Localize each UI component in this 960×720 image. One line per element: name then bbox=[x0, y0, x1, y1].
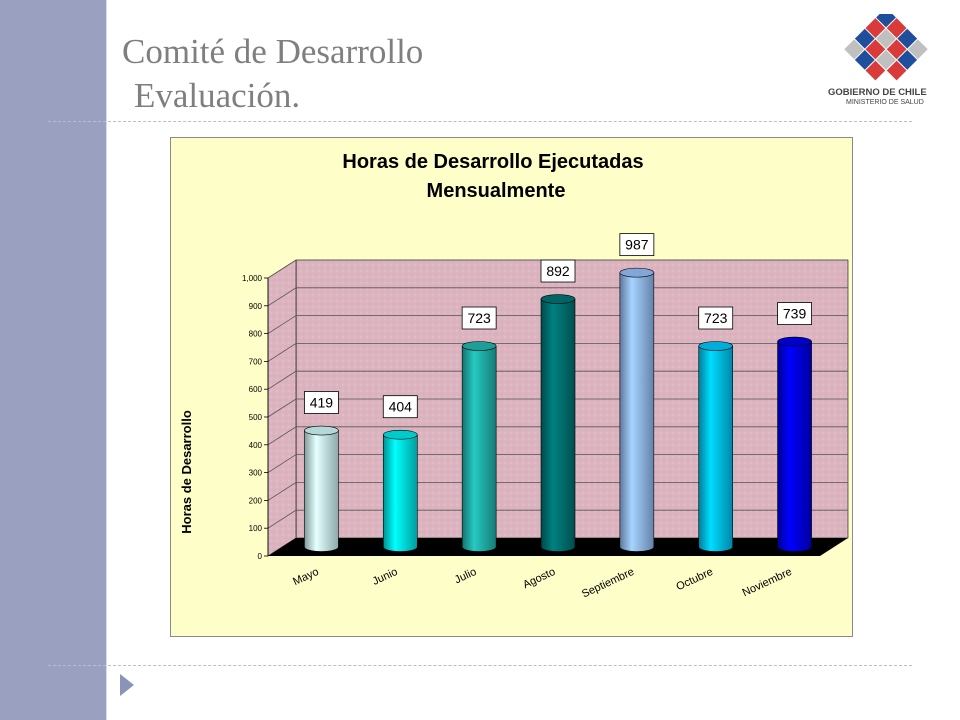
data-label-box bbox=[304, 391, 339, 414]
bar-body bbox=[540, 298, 576, 552]
bars: 419 404 723 892 987 723 739 bbox=[304, 233, 812, 552]
grid-line bbox=[267, 342, 848, 362]
bar-body bbox=[777, 341, 812, 552]
bar-body bbox=[304, 430, 339, 552]
bar-septiembre: 987 bbox=[619, 233, 655, 552]
logo-text-gobierno: GOBIERNO DE CHILE bbox=[828, 87, 927, 98]
slide-sidebar bbox=[0, 0, 106, 720]
y-tick-label: 0 bbox=[258, 552, 263, 561]
x-tick-label: Agosto bbox=[521, 566, 557, 591]
bar-body bbox=[461, 345, 497, 552]
bar-noviembre: 739 bbox=[777, 302, 812, 552]
x-tick-label: Julio bbox=[453, 566, 479, 586]
data-label: 723 bbox=[467, 310, 491, 326]
chart-title-line-1: Horas de Desarrollo Ejecutadas bbox=[342, 151, 643, 173]
grid-line bbox=[267, 454, 848, 473]
y-tick-label: 200 bbox=[249, 496, 263, 505]
x-tick-label: Noviembre bbox=[741, 566, 794, 599]
data-label: 404 bbox=[389, 399, 413, 415]
grid-line bbox=[267, 370, 848, 390]
bar-top bbox=[777, 336, 812, 347]
bar-julio: 723 bbox=[461, 306, 497, 552]
y-tick-label: 800 bbox=[249, 330, 263, 339]
x-tick-label: Septiembre bbox=[580, 566, 636, 601]
bar-body bbox=[382, 434, 418, 552]
grid-line bbox=[267, 259, 848, 279]
chart-title-line-2: Mensualmente bbox=[427, 180, 566, 202]
grid-line bbox=[267, 315, 848, 334]
data-label: 723 bbox=[704, 310, 728, 326]
data-label-box bbox=[619, 233, 655, 257]
bar-octubre: 723 bbox=[698, 306, 734, 552]
bar-top bbox=[540, 294, 576, 304]
y-tick-label: 600 bbox=[249, 385, 263, 394]
x-axis-labels: Mayo Junio Julio Agosto Septiembre Octubre Nov… bbox=[291, 566, 794, 601]
data-label: 987 bbox=[625, 237, 649, 253]
grid-line bbox=[267, 426, 848, 446]
slide-title-line-2: Evaluación. bbox=[134, 76, 301, 115]
next-slide-arrow-icon[interactable] bbox=[120, 674, 134, 696]
data-label-box bbox=[461, 306, 497, 330]
bar-top bbox=[619, 267, 655, 278]
slide-title-line-1: Comité de Desarrollo bbox=[122, 32, 424, 71]
grid-line bbox=[267, 481, 848, 501]
y-tick-label: 900 bbox=[249, 302, 263, 311]
grid-line bbox=[267, 398, 848, 418]
x-tick-label: Octubre bbox=[674, 566, 715, 593]
data-label: 739 bbox=[783, 306, 807, 322]
y-tick-label: 300 bbox=[249, 469, 263, 478]
bar-top bbox=[461, 341, 497, 351]
bar-junio: 404 bbox=[382, 395, 418, 552]
bottom-divider bbox=[48, 665, 912, 666]
y-tick-label: 700 bbox=[249, 357, 263, 366]
data-label-box bbox=[540, 259, 576, 283]
bar-top bbox=[304, 425, 339, 436]
logo-text-ministerio: MINISTERIO DE SALUD bbox=[846, 99, 924, 106]
bar-agosto: 892 bbox=[540, 259, 576, 552]
x-tick-label: Mayo bbox=[291, 566, 320, 588]
bar-body bbox=[619, 272, 655, 552]
data-label-box bbox=[698, 306, 734, 330]
sidebar-edge bbox=[106, 0, 107, 720]
y-tick-label: 100 bbox=[249, 524, 263, 533]
y-tick-label: 500 bbox=[249, 413, 263, 422]
y-axis-title: Horas de Desarrollo bbox=[179, 410, 194, 534]
y-axis-ticks: 0 100 200 300 400 500 600 700 800 900 1,000 bbox=[242, 274, 269, 561]
y-tick-label: 400 bbox=[249, 441, 263, 450]
bar-body bbox=[698, 345, 734, 552]
data-label-box bbox=[382, 395, 418, 419]
data-label-box bbox=[777, 302, 812, 325]
bar-top bbox=[698, 341, 734, 351]
grid-line bbox=[267, 509, 848, 529]
data-label: 892 bbox=[546, 263, 570, 279]
y-tick-label: 1,000 bbox=[242, 274, 263, 283]
gobierno-de-chile-logo bbox=[844, 14, 928, 81]
bar-top bbox=[382, 429, 418, 440]
data-label: 419 bbox=[310, 395, 334, 411]
bar-mayo: 419 bbox=[304, 391, 339, 552]
top-divider bbox=[48, 121, 912, 122]
grid-line bbox=[267, 287, 848, 307]
x-tick-label: Junio bbox=[371, 566, 400, 588]
